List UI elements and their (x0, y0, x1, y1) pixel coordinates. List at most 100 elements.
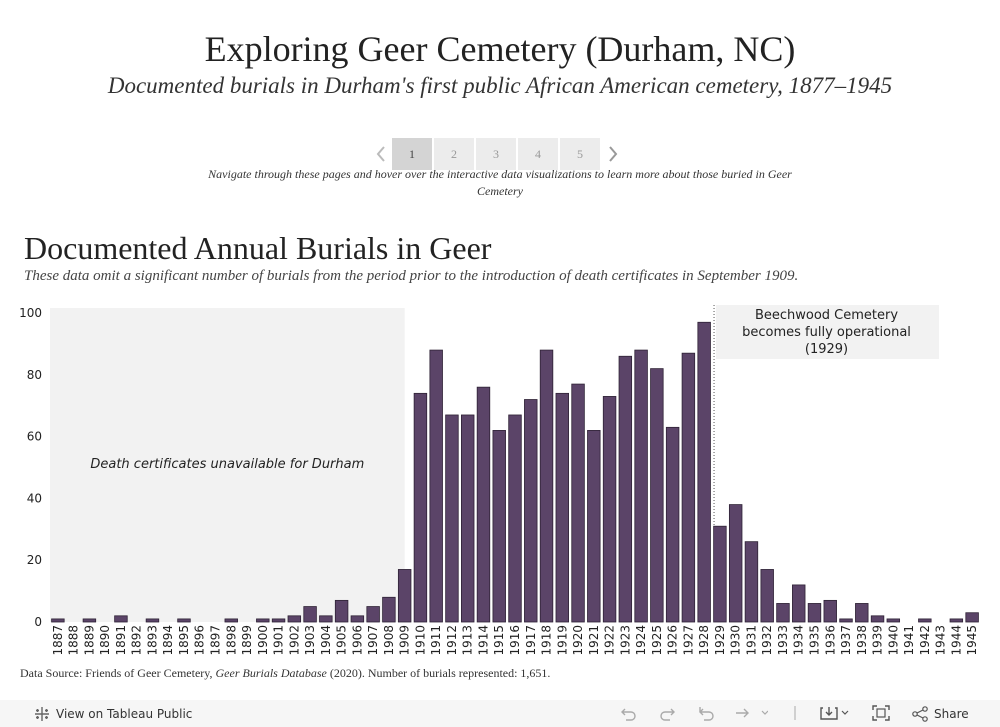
bar-1936[interactable] (823, 599, 837, 623)
x-tick-label: 1930 (729, 625, 743, 656)
bar-1898[interactable] (224, 618, 238, 623)
x-tick-label: 1907 (366, 625, 380, 656)
bar-1929[interactable] (713, 525, 727, 623)
bar-1924[interactable] (634, 349, 648, 623)
x-tick-label: 1900 (256, 625, 270, 656)
bar-1908[interactable] (382, 596, 396, 623)
burials-bar-chart: 0 20 40 60 80 100 Death certificates unavaila… (19, 305, 979, 656)
bar-1934[interactable] (792, 584, 806, 623)
data-source-prefix: Data Source: Friends of Geer Cemetery, (20, 666, 216, 680)
download-icon[interactable] (820, 705, 854, 721)
page-navigator: 1 2 3 4 5 (370, 138, 624, 170)
x-tick-label: 1912 (445, 625, 459, 656)
page-button-3[interactable]: 3 (476, 138, 516, 170)
chart-title: Documented Annual Burials in Geer (24, 230, 492, 266)
bar-1927[interactable] (681, 352, 696, 623)
chevron-left-icon[interactable] (370, 138, 392, 170)
bar-1913[interactable] (461, 414, 475, 623)
bar-1938[interactable] (855, 603, 869, 623)
bar-1930[interactable] (728, 504, 743, 623)
bar-1901[interactable] (271, 618, 286, 623)
bar-1909[interactable] (397, 569, 412, 623)
bar-1914[interactable] (476, 386, 491, 623)
x-tick-label: 1914 (476, 625, 490, 656)
x-tick-label: 1901 (272, 625, 286, 656)
x-tick-label: 1896 (193, 625, 207, 656)
bar-1910[interactable] (413, 392, 428, 623)
undo-icon[interactable] (620, 705, 638, 721)
page-button-4[interactable]: 4 (518, 138, 558, 170)
page-button-1[interactable]: 1 (392, 138, 432, 170)
bar-1939[interactable] (870, 615, 885, 623)
revert-icon[interactable] (698, 705, 716, 721)
x-tick-label: 1942 (918, 625, 932, 656)
view-on-tableau-link[interactable]: View on Tableau Public (34, 706, 192, 722)
page-button-5[interactable]: 5 (560, 138, 600, 170)
bar-1905[interactable] (334, 599, 349, 623)
bar-1932[interactable] (760, 569, 774, 623)
bar-1940[interactable] (886, 618, 901, 623)
bar-1906[interactable] (350, 615, 365, 623)
annotation-no-certificates: Death certificates unavailable for Durha… (90, 457, 364, 472)
x-tick-label: 1936 (823, 625, 837, 656)
bar-1926[interactable] (665, 426, 680, 623)
bar-1919[interactable] (555, 392, 569, 623)
x-tick-label: 1898 (224, 625, 238, 656)
page-button-2[interactable]: 2 (434, 138, 474, 170)
x-tick-label: 1926 (666, 625, 680, 656)
x-tick-label: 1921 (587, 625, 601, 656)
x-tick-label: 1909 (398, 625, 412, 656)
bar-1937[interactable] (839, 618, 853, 623)
x-tick-label: 1906 (350, 625, 364, 656)
x-tick-label: 1941 (902, 625, 916, 656)
bar-1923[interactable] (618, 355, 633, 623)
bar-1918[interactable] (539, 349, 554, 623)
tableau-logo-icon (35, 707, 49, 721)
data-source-database: Geer Burials Database (215, 666, 327, 680)
bar-1903[interactable] (303, 606, 317, 623)
bar-1904[interactable] (319, 615, 333, 623)
redo-icon[interactable] (658, 705, 676, 721)
fullscreen-icon[interactable] (872, 705, 890, 721)
bar-1933[interactable] (776, 603, 790, 623)
bar-1945[interactable] (965, 612, 979, 623)
y-tick-label: 80 (27, 368, 42, 382)
bar-1944[interactable] (949, 618, 964, 623)
bar-1916[interactable] (508, 414, 522, 623)
x-tick-label: 1888 (67, 625, 81, 656)
bar-1895[interactable] (177, 618, 191, 623)
data-source-suffix: (2020). Number of burials represented: 1… (326, 666, 551, 680)
bar-1921[interactable] (587, 430, 601, 623)
bar-1931[interactable] (744, 541, 759, 623)
chevron-right-icon[interactable] (602, 138, 624, 170)
bar-1915[interactable] (492, 430, 506, 623)
bar-1942[interactable] (918, 618, 932, 623)
x-tick-label: 1945 (965, 625, 979, 656)
refresh-icon[interactable] (734, 705, 768, 721)
bar-1920[interactable] (571, 383, 585, 623)
x-tick-label: 1904 (319, 625, 333, 656)
view-on-tableau-label: View on Tableau Public (56, 707, 193, 721)
bar-1889[interactable] (82, 618, 97, 623)
bar-1912[interactable] (445, 414, 459, 623)
annotation-beechwood-line: becomes fully operational (742, 325, 911, 340)
x-tick-label: 1920 (571, 625, 585, 656)
bar-1902[interactable] (287, 615, 302, 623)
bar-1887[interactable] (51, 618, 65, 623)
x-tick-label: 1938 (855, 625, 869, 656)
bar-1917[interactable] (524, 399, 538, 623)
bar-1891[interactable] (114, 615, 128, 623)
bar-1900[interactable] (256, 618, 270, 623)
bar-1911[interactable] (429, 349, 443, 623)
x-tick-label: 1889 (82, 625, 96, 656)
bar-1925[interactable] (650, 368, 664, 623)
x-tick-label: 1913 (461, 625, 475, 656)
bar-1893[interactable] (145, 618, 160, 623)
x-tick-label: 1894 (161, 625, 175, 656)
share-button[interactable]: Share (912, 706, 969, 722)
bar-1907[interactable] (366, 606, 380, 623)
bar-1922[interactable] (602, 396, 617, 623)
bar-1928[interactable] (697, 321, 711, 623)
bar-1935[interactable] (807, 603, 822, 623)
y-tick-label: 60 (27, 430, 42, 444)
